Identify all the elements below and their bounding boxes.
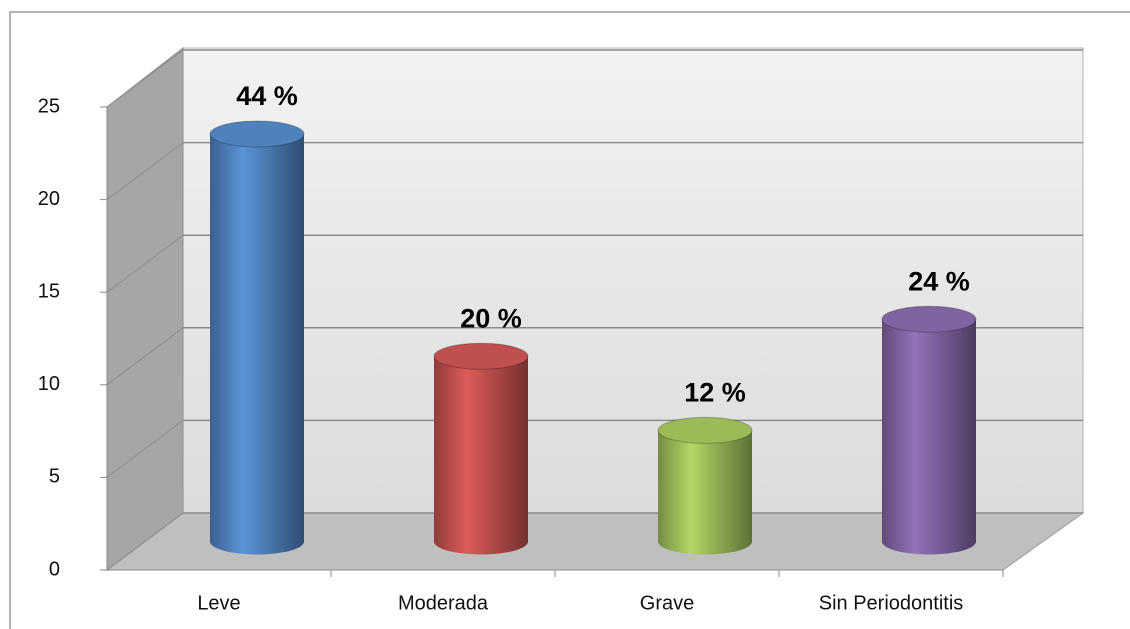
y-tick-label: 15 [38, 280, 60, 302]
bar-top [209, 120, 305, 148]
data-label: 12 % [684, 378, 746, 408]
x-tick-label: Grave [640, 592, 694, 614]
bar-top [433, 342, 529, 370]
bar-top [657, 416, 753, 444]
y-tick-label: 0 [49, 558, 60, 580]
grid-line-side [106, 49, 184, 108]
data-label: 24 % [908, 266, 970, 296]
grid-line-side [106, 512, 184, 571]
bar [658, 430, 752, 542]
y-tick-label: 5 [49, 466, 60, 488]
x-tick-label: Leve [197, 592, 240, 614]
x-tick-label: Moderada [398, 592, 489, 614]
y-tick-label: 25 [38, 95, 60, 117]
grid-line-side [106, 327, 184, 386]
grid-line-side [106, 419, 184, 478]
bar [210, 134, 304, 542]
x-tick-label: Sin Periodontitis [819, 592, 964, 614]
data-label: 20 % [460, 303, 522, 333]
bar [434, 356, 528, 542]
data-label: 44 % [236, 81, 298, 111]
grid-line-side [106, 234, 184, 293]
bar [882, 319, 976, 542]
y-tick-label: 10 [38, 373, 60, 395]
side-wall [106, 46, 184, 571]
grid-line-side [106, 142, 184, 201]
frame [9, 11, 1130, 629]
bar-top [881, 305, 977, 333]
y-tick-label: 20 [38, 188, 60, 210]
